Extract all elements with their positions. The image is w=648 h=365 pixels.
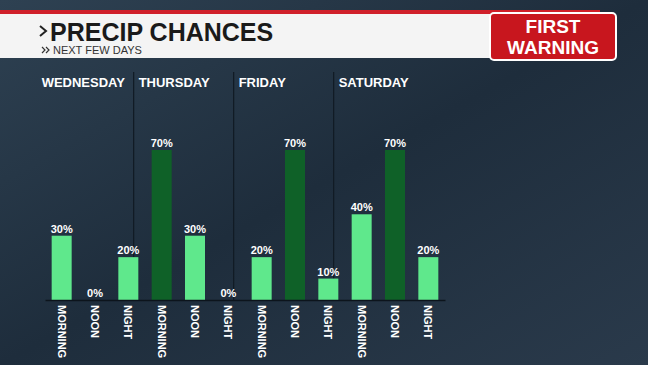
tick: NOON (89, 300, 101, 338)
bar (385, 150, 405, 300)
data-label: 70% (384, 137, 406, 149)
bar (285, 150, 305, 300)
tick-label: MORNING (156, 305, 168, 358)
data-label: 70% (151, 137, 173, 149)
tick: NOON (289, 300, 301, 338)
tick-label: NOON (289, 305, 301, 338)
bar (318, 279, 338, 300)
tick: MORNING (256, 300, 268, 358)
tick-label: MORNING (356, 305, 368, 358)
data-label: 0% (220, 287, 236, 299)
data-label: 20% (251, 244, 273, 256)
day-label: THURSDAY (139, 75, 210, 90)
subtitle: NEXT FEW DAYS (53, 44, 142, 56)
tick-label: NIGHT (422, 305, 434, 340)
tick-label: MORNING (56, 305, 68, 358)
x-axis: MORNING NOON NIGHT MORNING NOON NIGHT MORNING N… (46, 300, 446, 358)
day-groups: WEDNESDAY THURSDAY FRIDAY SATURDAY (42, 72, 409, 300)
day-label: FRIDAY (239, 75, 287, 90)
tick: MORNING (56, 300, 68, 358)
day-separator (233, 72, 234, 300)
data-label: 20% (417, 244, 439, 256)
chart: PRECIP CHANCESNEXT FEW DAYS FIRSTWARNING W… (0, 0, 648, 365)
title: PRECIP CHANCES (50, 18, 273, 46)
badge-text: WARNING (507, 37, 599, 58)
tick: MORNING (356, 300, 368, 358)
data-label: 20% (117, 244, 139, 256)
badge-box (490, 13, 616, 60)
tick: MORNING (156, 300, 168, 358)
tick: NIGHT (322, 300, 334, 340)
tick: NIGHT (222, 300, 234, 340)
data-label: 0% (87, 287, 103, 299)
day-label: WEDNESDAY (42, 75, 126, 90)
tick: NIGHT (122, 300, 134, 340)
badge-text: FIRST (526, 16, 581, 37)
data-label: 30% (184, 223, 206, 235)
data-label: 70% (284, 137, 306, 149)
data-labels: 30% 0% 20% 70% 30% 0% 20% 70% 10% 40% 70% 20% (51, 137, 440, 299)
tick: NOON (189, 300, 201, 338)
bar (118, 257, 138, 300)
tick-label: NOON (389, 305, 401, 338)
tick: NOON (389, 300, 401, 338)
tick-label: NIGHT (122, 305, 134, 340)
tick-label: NOON (89, 305, 101, 338)
bar (185, 236, 205, 300)
bar (152, 150, 172, 300)
background (0, 0, 648, 365)
bar (352, 214, 372, 300)
tick-label: MORNING (256, 305, 268, 358)
tick-label: NOON (189, 305, 201, 338)
data-label: 10% (317, 266, 339, 278)
bar (418, 257, 438, 300)
tick-label: NIGHT (222, 305, 234, 340)
day-label: SATURDAY (339, 75, 409, 90)
tick: NIGHT (422, 300, 434, 340)
title-chevron (40, 26, 46, 36)
bars (52, 150, 439, 300)
subtitle-chevron (42, 47, 49, 53)
axis-line (46, 300, 446, 302)
data-label: 40% (351, 201, 373, 213)
bar (252, 257, 272, 300)
tick-label: NIGHT (322, 305, 334, 340)
bar (52, 236, 72, 300)
data-label: 30% (51, 223, 73, 235)
